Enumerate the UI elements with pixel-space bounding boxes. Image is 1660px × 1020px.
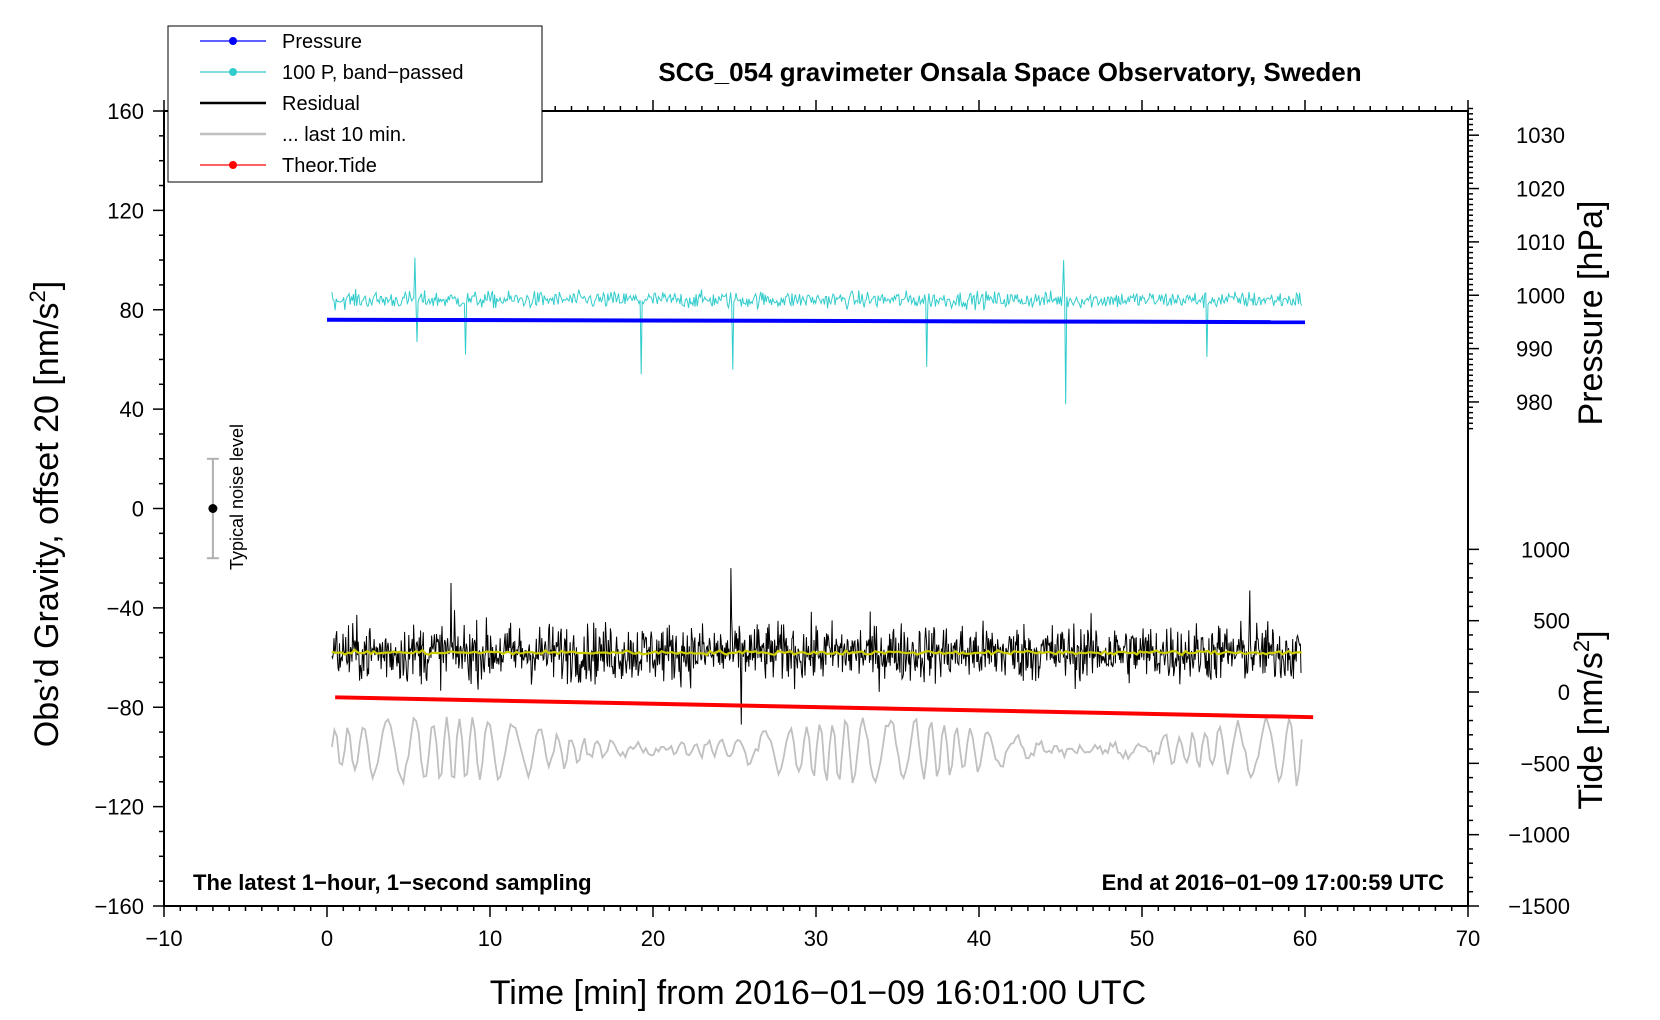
x-axis-label: Time [min] from 2016−01−09 16:01:00 UTC	[490, 974, 1146, 1012]
pressure-tick-label: 990	[1516, 337, 1553, 362]
x-tick-label: −10	[145, 926, 182, 951]
x-tick-label: 50	[1130, 926, 1154, 951]
x-tick-label: 30	[804, 926, 828, 951]
legend-swatch-dot	[229, 37, 237, 45]
y-tick-label: −40	[107, 596, 144, 621]
tide-axis-label-close: ]	[1572, 630, 1610, 639]
legend-label: Pressure	[282, 31, 362, 53]
legend: Pressure 100 P, band−passed Residual ... la…	[167, 25, 543, 183]
tide-axis-ticks: −1500 −1000 −500 0 500 1000	[1468, 537, 1570, 919]
series-theor-tide	[335, 695, 1314, 720]
pressure-axis-ticks: 980 990 1000 1010 1020 1030	[1468, 107, 1565, 430]
x-tick-label: 60	[1293, 926, 1317, 951]
series-layer	[326, 257, 1314, 787]
noise-level-indicator	[206, 457, 219, 560]
series-residual	[331, 568, 1302, 725]
legend-swatch-dot	[229, 161, 237, 169]
y-tick-label: 0	[132, 497, 144, 522]
tide-tick-label: 0	[1558, 680, 1570, 705]
tide-tick-label: −1000	[1508, 823, 1570, 848]
noise-bar-dot	[208, 504, 218, 513]
chart-title: SCG_054 gravimeter Onsala Space Observat…	[658, 57, 1361, 87]
pressure-tick-label: 1000	[1516, 283, 1565, 308]
x-tick-label: 0	[321, 926, 333, 951]
pressure-axis-label: Pressure [hPa]	[1572, 201, 1610, 426]
end-time-note: End at 2016−01−09 17:00:59 UTC	[1102, 870, 1445, 895]
y-axis-label-close: ]	[28, 281, 66, 290]
y-tick-label: −160	[94, 894, 144, 919]
pressure-tick-label: 1020	[1516, 177, 1565, 202]
legend-label: 100 P, band−passed	[282, 62, 463, 84]
y-tick-label: −120	[94, 795, 144, 820]
tide-tick-label: 1000	[1521, 537, 1570, 562]
legend-label: Residual	[282, 93, 360, 115]
series-band-passed-pressure	[331, 257, 1303, 405]
tide-axis-label-main: Tide [nm/s	[1572, 652, 1610, 809]
y-tick-label: 80	[120, 298, 144, 323]
x-tick-label: 70	[1456, 926, 1480, 951]
y-axis-label-superscript: 2	[25, 290, 50, 302]
tide-tick-label: −500	[1520, 751, 1570, 776]
y-axis-label: Obs’d Gravity, offset 20 [nm/s2]	[25, 281, 66, 747]
y-tick-label: 40	[120, 397, 144, 422]
x-tick-label: 40	[967, 926, 991, 951]
y-axis-ticks: −160 −120 −80 −40 0 40 80 120 160	[94, 99, 164, 919]
legend-swatch-dot	[229, 68, 237, 76]
x-tick-label: 10	[478, 926, 502, 951]
tide-axis-label-superscript: 2	[1569, 640, 1594, 652]
series-pressure	[326, 317, 1306, 325]
y-tick-label: 120	[107, 198, 144, 223]
pressure-tick-label: 1030	[1516, 123, 1565, 148]
sampling-note: The latest 1−hour, 1−second sampling	[193, 870, 592, 895]
legend-label: ... last 10 min.	[282, 124, 407, 146]
x-tick-label: 20	[641, 926, 665, 951]
tide-tick-label: −1500	[1508, 894, 1570, 919]
y-tick-label: 160	[107, 99, 144, 124]
series-last-10-min	[331, 712, 1303, 787]
tide-tick-label: 500	[1533, 609, 1570, 634]
pressure-tick-label: 1010	[1516, 230, 1565, 255]
legend-label: Theor.Tide	[282, 155, 377, 177]
y-tick-label: −80	[107, 695, 144, 720]
x-axis-ticks: −10 0 10 20 30 40 50 60 70	[145, 100, 1480, 951]
y-axis-label-main: Obs’d Gravity, offset 20 [nm/s	[28, 303, 66, 748]
pressure-tick-label: 980	[1516, 390, 1553, 415]
noise-level-label: Typical noise level	[227, 424, 247, 570]
tide-axis-label: Tide [nm/s2]	[1569, 630, 1610, 809]
series-residual-smoothed	[331, 648, 1302, 657]
